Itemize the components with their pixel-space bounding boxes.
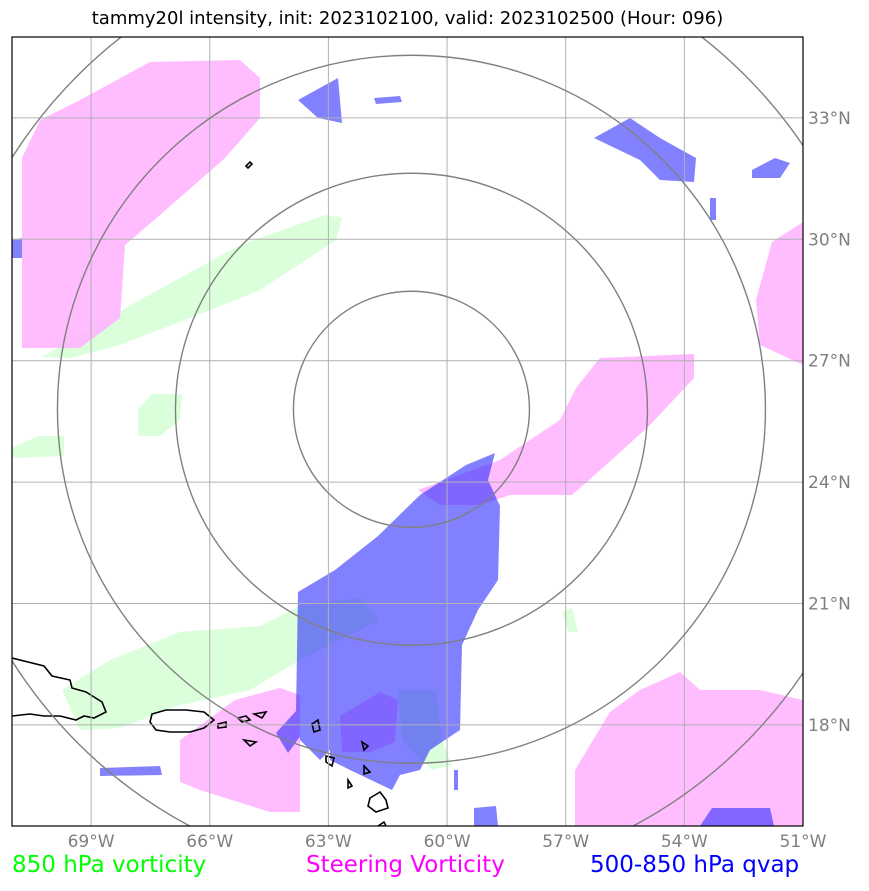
qvap-patch-thin: [710, 198, 716, 220]
steering-patch-southeast: [575, 672, 803, 826]
map-frame: [11, 36, 804, 827]
coastline-islands-leeward: [311, 718, 389, 826]
qvap-patch-bottom: [474, 806, 498, 826]
latitude-tick-label: 21°N: [808, 594, 851, 614]
longitude-tick-label: 57°W: [542, 832, 589, 852]
qvap-patch-southwest: [100, 766, 162, 776]
steering-band-northwest: [22, 60, 260, 348]
longitude-labels: 69°W 66°W 63°W 60°W 57°W 54°W 51°W: [68, 832, 827, 852]
qvap-patch-edge: [12, 238, 22, 258]
longitude-tick-label: 69°W: [68, 832, 115, 852]
vort850-patch-west: [138, 394, 182, 436]
longitude-tick-label: 60°W: [424, 832, 471, 852]
qvap-core: [300, 500, 480, 760]
coastline-puerto-rico: [149, 709, 216, 733]
longitude-tick-label: 54°W: [661, 832, 708, 852]
map-title: tammy20l intensity, init: 2023102100, va…: [91, 8, 724, 29]
qvap-patch-southeast: [700, 808, 774, 826]
gridlines: [12, 37, 803, 826]
qvap-layer: [12, 78, 790, 826]
longitude-tick-label: 51°W: [780, 832, 827, 852]
range-ring: [292, 290, 531, 528]
latitude-tick-label: 30°N: [808, 230, 851, 250]
range-ring: [174, 172, 649, 646]
latitude-labels: 18°N 21°N 24°N 27°N 30°N 33°N: [808, 109, 851, 736]
coastlines: [12, 160, 389, 826]
vort850-strip-edge: [12, 436, 64, 458]
qvap-patch-north: [298, 78, 342, 123]
vort850-patch-east: [562, 608, 578, 632]
legend-qvap: 500-850 hPa qvap: [590, 852, 800, 878]
legend-steering-vorticity: Steering Vorticity: [306, 852, 505, 878]
qvap-patch-tiny: [454, 770, 458, 790]
latitude-tick-label: 18°N: [808, 716, 851, 736]
coastline-bermuda: [244, 160, 254, 170]
steering-patch-southwest: [180, 688, 300, 812]
steering-patch-east: [756, 222, 803, 365]
range-ring: [56, 54, 767, 764]
latitude-tick-label: 24°N: [808, 473, 851, 493]
legend-vorticity-850: 850 hPa vorticity: [12, 852, 207, 878]
vort850-band-northwest: [42, 215, 342, 358]
longitude-tick-label: 63°W: [305, 832, 352, 852]
latitude-tick-label: 33°N: [808, 109, 851, 129]
qvap-patch-northeast: [594, 118, 696, 182]
latitude-tick-label: 27°N: [808, 352, 851, 372]
longitude-tick-label: 66°W: [186, 832, 233, 852]
qvap-patch-small-north: [374, 96, 402, 104]
coastline-islands-virgin: [217, 710, 268, 748]
qvap-patch-far-northeast: [752, 158, 790, 178]
